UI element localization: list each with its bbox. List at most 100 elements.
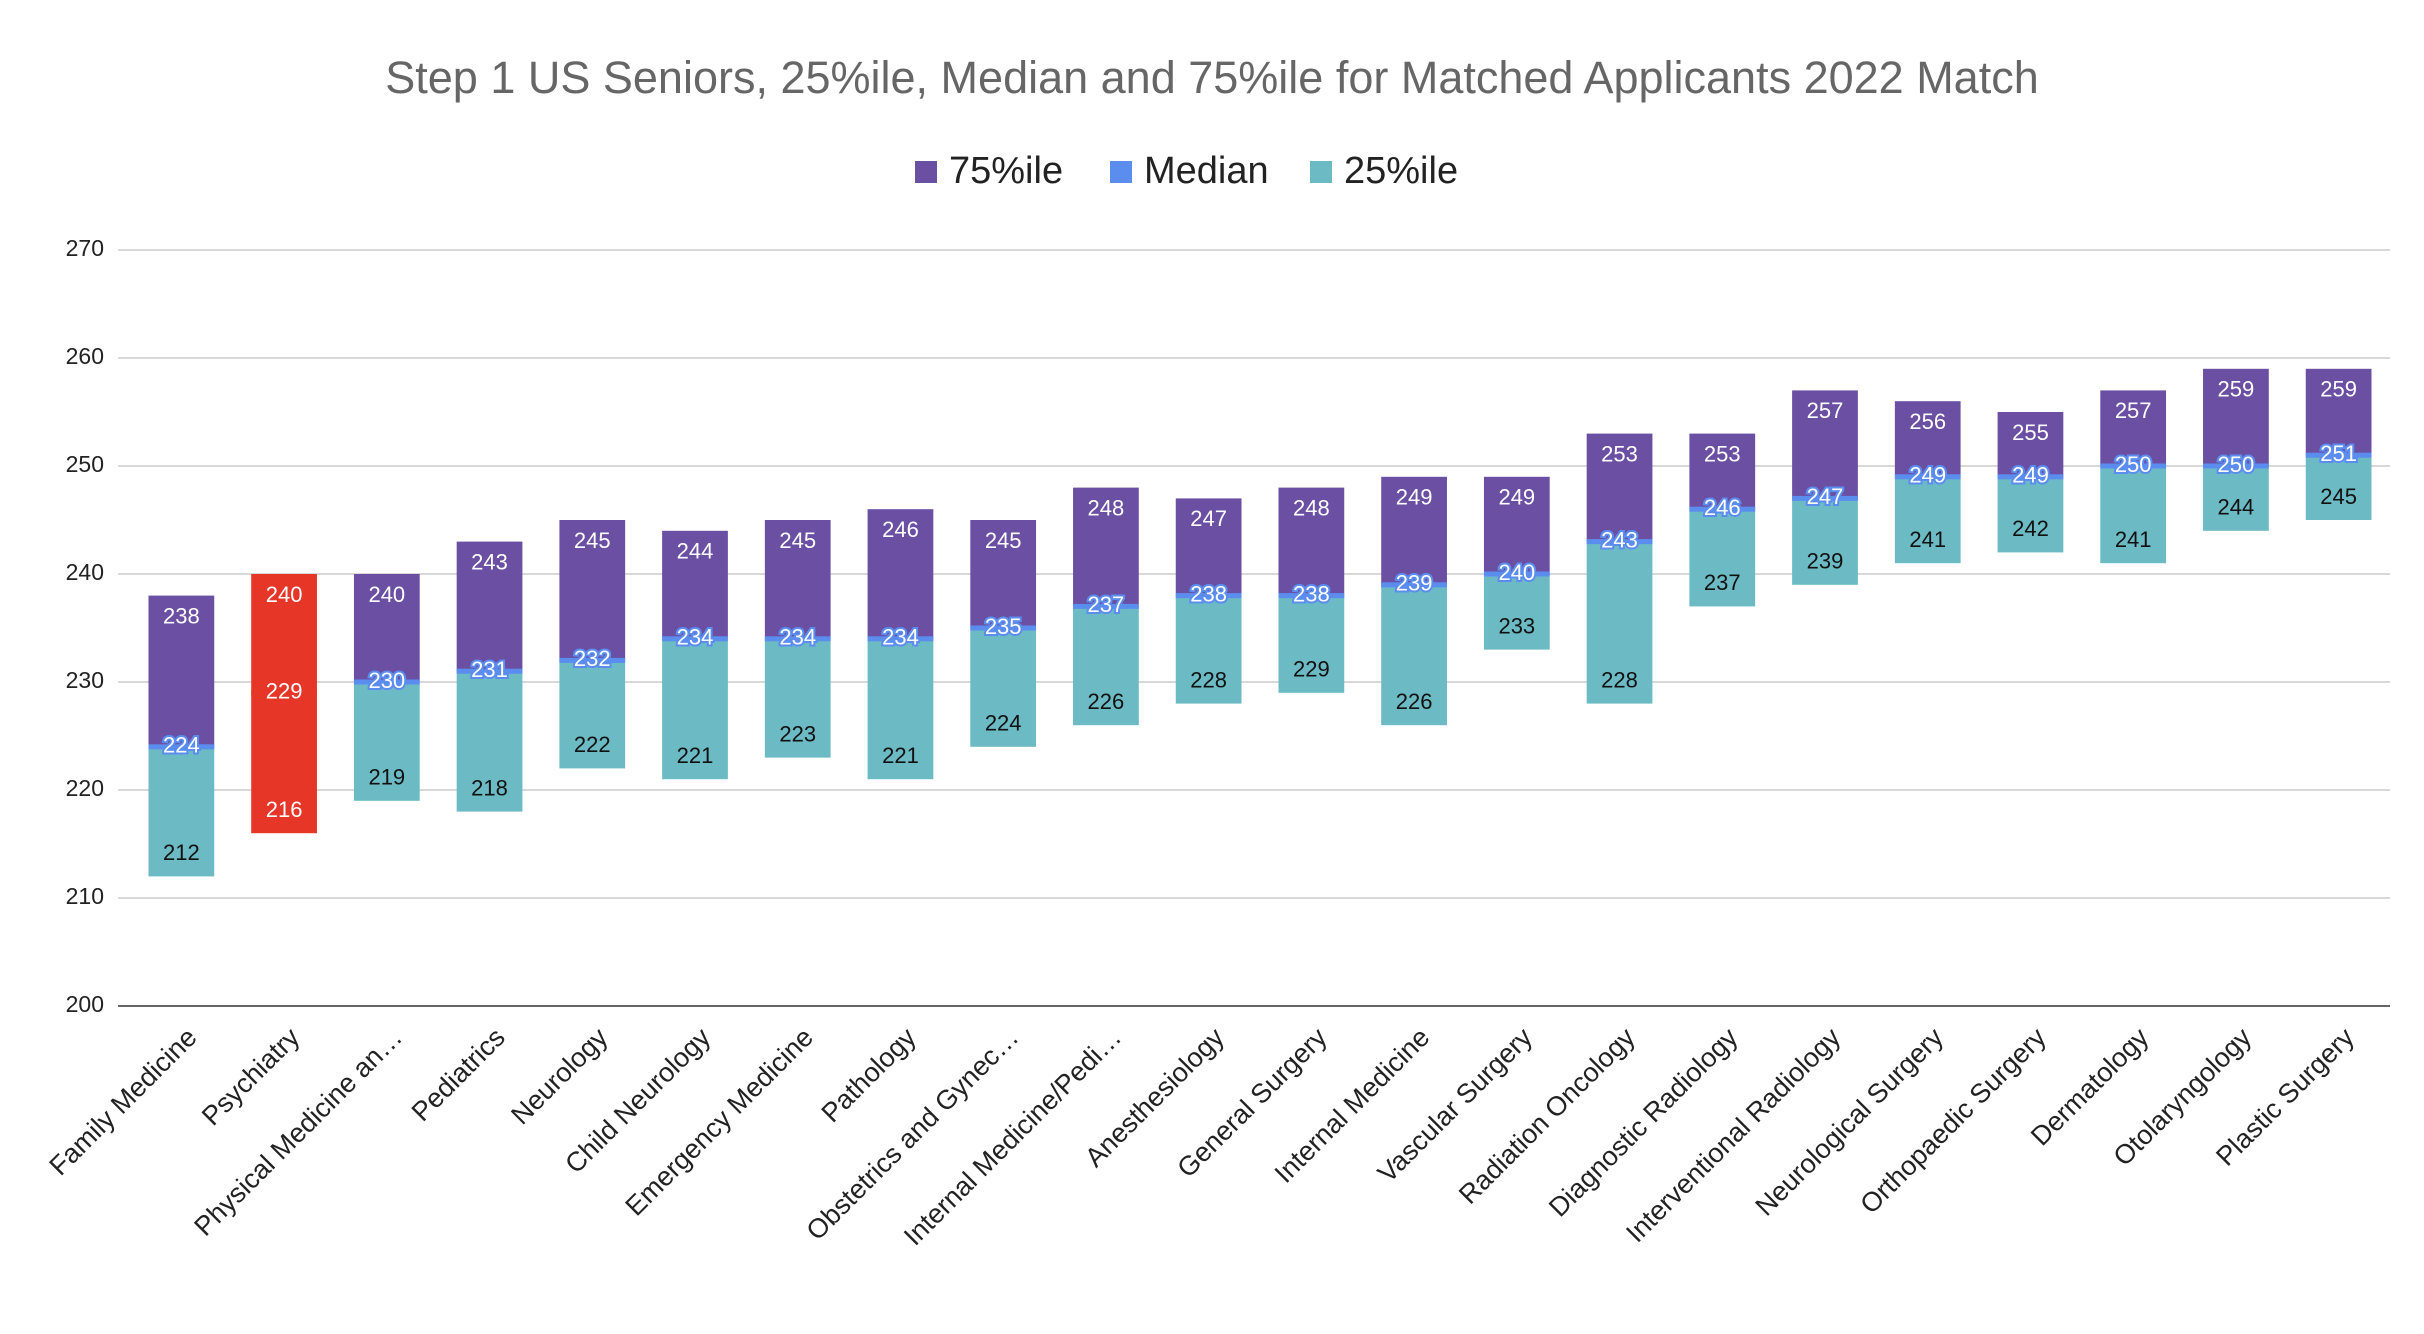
value-label: 255 <box>2012 420 2049 445</box>
bar-upper <box>662 530 728 639</box>
median-marker <box>1586 539 1653 545</box>
median-marker <box>2305 452 2372 458</box>
value-label: 250 <box>2218 452 2255 477</box>
value-label: 259 <box>2218 377 2255 402</box>
value-label: 242 <box>2012 516 2049 541</box>
median-marker <box>148 744 215 750</box>
value-label: 245 <box>2320 484 2357 509</box>
median-marker <box>764 636 831 642</box>
value-label: 237 <box>1088 592 1125 617</box>
median-marker <box>662 636 728 642</box>
value-label: 229 <box>1293 657 1330 682</box>
median-marker <box>2203 463 2269 469</box>
median-marker <box>1278 593 1345 599</box>
bar-lower <box>867 638 934 780</box>
value-label: 251 <box>2320 441 2357 466</box>
value-label: 246 <box>1704 495 1741 520</box>
bar-upper <box>148 595 215 747</box>
bar-upper <box>456 541 523 672</box>
value-label: 248 <box>1088 495 1125 520</box>
value-label: 216 <box>266 797 303 822</box>
value-label: 231 <box>471 657 508 682</box>
bar-upper <box>1175 498 1242 596</box>
median-marker <box>2100 463 2167 469</box>
value-label: 248 <box>1293 495 1330 520</box>
bar-lower <box>1894 476 1961 564</box>
bar-upper <box>353 574 420 682</box>
x-tick-label: Psychiatry <box>196 1022 306 1132</box>
value-label: 224 <box>163 733 200 758</box>
value-label: 245 <box>574 528 611 553</box>
y-tick-label: 230 <box>66 667 104 693</box>
chart-title: Step 1 US Seniors, 25%ile, Median and 75… <box>385 52 2038 103</box>
bar-lower <box>970 628 1037 747</box>
legend-label: Median <box>1144 150 1269 192</box>
value-label: 247 <box>1190 506 1227 531</box>
bar-upper <box>1073 487 1139 607</box>
legend-label: 25%ile <box>1344 150 1458 192</box>
x-tick-label: Pediatrics <box>406 1022 511 1127</box>
value-label: 244 <box>677 539 714 564</box>
bar-lower <box>1175 595 1242 704</box>
median-marker <box>1997 474 2064 480</box>
bar-lower <box>148 746 215 877</box>
bar-upper <box>1792 390 1858 499</box>
median-marker <box>1073 603 1139 609</box>
bar-lower <box>1278 595 1345 693</box>
value-label: 243 <box>1601 527 1638 552</box>
median-marker <box>1381 582 1447 588</box>
value-label: 232 <box>574 646 611 671</box>
median-marker <box>1894 474 1961 480</box>
value-label: 241 <box>2115 527 2152 552</box>
bar-lower <box>1689 509 1756 607</box>
median-marker <box>251 690 317 696</box>
value-label: 238 <box>163 603 200 628</box>
bar-upper <box>764 520 831 639</box>
value-label: 237 <box>1704 570 1741 595</box>
value-label: 228 <box>1190 667 1227 692</box>
value-label: 257 <box>1807 398 1844 423</box>
median-marker <box>970 625 1037 631</box>
value-label: 226 <box>1088 689 1125 714</box>
bar-upper <box>867 509 934 639</box>
bar-lower <box>2100 466 2167 564</box>
bar-upper <box>251 574 317 693</box>
value-label: 228 <box>1601 667 1638 692</box>
bar-lower <box>1483 574 1550 650</box>
x-tick-label: Neurological Surgery <box>1750 1022 1950 1222</box>
bar-upper <box>1278 487 1345 596</box>
median-marker <box>1792 495 1858 501</box>
value-label: 224 <box>985 711 1022 736</box>
value-label: 221 <box>882 743 919 768</box>
y-tick-label: 240 <box>66 559 104 585</box>
x-tick-label: Neurology <box>505 1022 614 1131</box>
median-marker <box>1689 506 1756 512</box>
value-label: 240 <box>368 582 405 607</box>
bar-upper <box>1997 412 2064 477</box>
bar-lower <box>1073 606 1139 726</box>
value-label: 257 <box>2115 398 2152 423</box>
value-label: 221 <box>677 743 714 768</box>
bar-lower <box>764 638 831 758</box>
value-label: 247 <box>1807 484 1844 509</box>
y-tick-label: 270 <box>66 235 104 261</box>
value-label: 240 <box>266 582 303 607</box>
value-label: 234 <box>882 625 919 650</box>
x-tick-label: Pathology <box>816 1022 922 1128</box>
bar-lower <box>251 692 317 834</box>
y-tick-label: 200 <box>66 991 104 1017</box>
value-label: 249 <box>1396 485 1433 510</box>
legend-swatch <box>915 161 937 183</box>
value-label: 241 <box>1909 527 1946 552</box>
value-label: 243 <box>471 549 508 574</box>
value-label: 223 <box>779 721 816 746</box>
median-marker <box>1483 571 1550 577</box>
bar-lower <box>1381 584 1447 726</box>
value-label: 256 <box>1909 409 1946 434</box>
median-marker <box>1175 593 1242 599</box>
median-marker <box>867 636 934 642</box>
bar-upper <box>2203 368 2269 466</box>
x-tick-label: Radiation Oncology <box>1453 1022 1641 1210</box>
bar-lower <box>662 638 728 780</box>
